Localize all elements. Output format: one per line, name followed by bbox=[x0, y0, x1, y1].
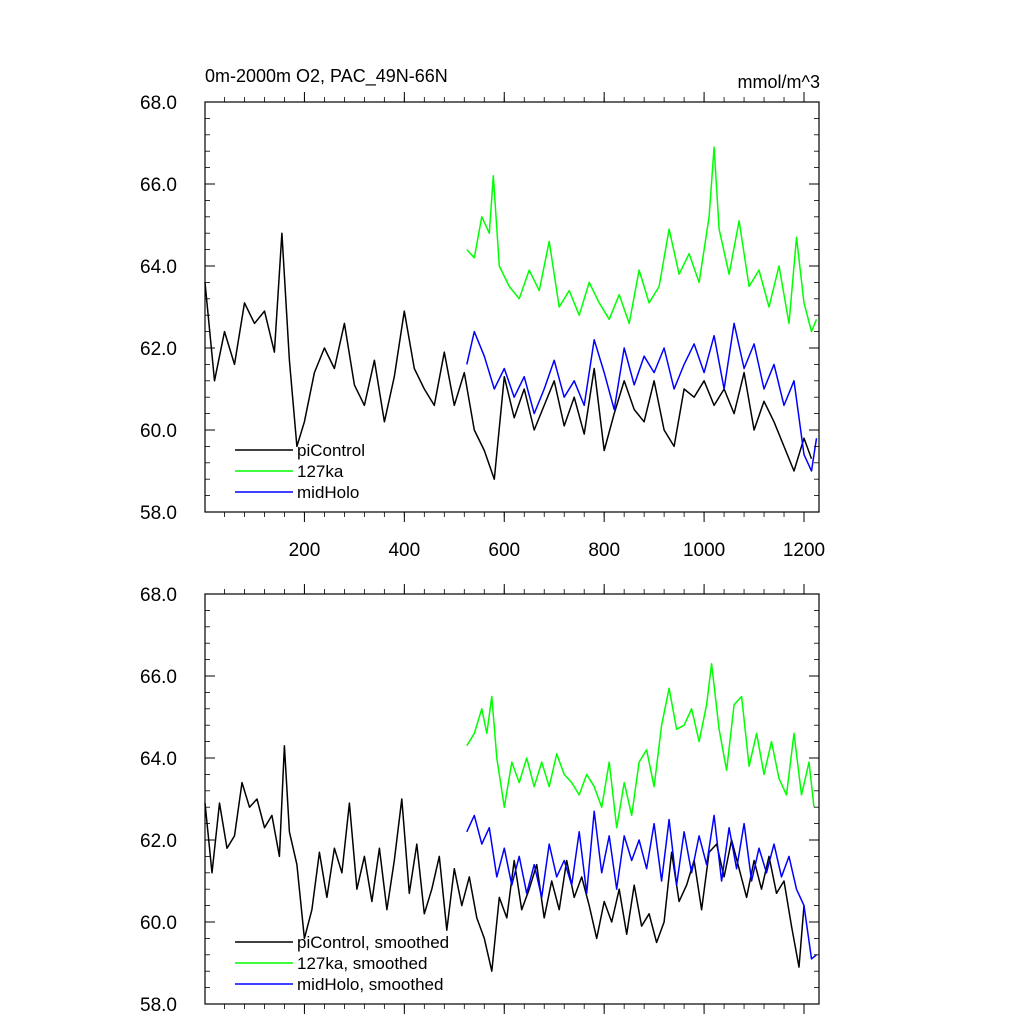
axes: 58.0 60.0 62.0 64.0 66.0 68.0 bbox=[140, 584, 819, 1016]
x-tick-label: 200 bbox=[289, 540, 321, 561]
legend-label: piControl, smoothed bbox=[297, 933, 449, 952]
series-line bbox=[466, 810, 817, 960]
axes: 58.0 60.0 62.0 64.0 66.0 68.0 200 400 600 800 1000… bbox=[140, 92, 825, 561]
series-lines bbox=[204, 146, 818, 480]
x-tick-label: 1200 bbox=[783, 540, 825, 561]
series-lines bbox=[204, 662, 817, 972]
legend-label: 127ka bbox=[297, 462, 344, 481]
units-label: mmol/m^3 bbox=[738, 72, 820, 92]
chart-title: 0m-2000m O2, PAC_49N-66N bbox=[205, 66, 448, 87]
legend-label: midHolo bbox=[297, 483, 359, 502]
x-tick-label: 1000 bbox=[683, 540, 725, 561]
y-tick-label: 58.0 bbox=[140, 503, 177, 524]
y-tick-label: 62.0 bbox=[140, 339, 177, 360]
plot-frame bbox=[204, 101, 820, 513]
y-tick-label: 60.0 bbox=[140, 913, 177, 934]
y-tick-label: 66.0 bbox=[140, 667, 177, 688]
y-tick-label: 64.0 bbox=[140, 749, 177, 770]
y-tick-label: 60.0 bbox=[140, 421, 177, 442]
legend-label: piControl bbox=[297, 441, 365, 460]
legend-label: 127ka, smoothed bbox=[297, 954, 427, 973]
series-line bbox=[204, 744, 805, 972]
x-tick-label: 800 bbox=[588, 540, 620, 561]
y-tick-label: 64.0 bbox=[140, 257, 177, 278]
y-tick-label: 68.0 bbox=[140, 585, 177, 606]
series-line bbox=[466, 322, 818, 472]
y-tick-label: 66.0 bbox=[140, 175, 177, 196]
bottom-panel: 58.0 60.0 62.0 64.0 66.0 68.0 piControl, smoo… bbox=[140, 584, 820, 1016]
plot-frame bbox=[204, 593, 820, 1005]
x-tick-label: 400 bbox=[388, 540, 420, 561]
y-tick-label: 68.0 bbox=[140, 93, 177, 114]
legend-label: midHolo, smoothed bbox=[297, 975, 443, 994]
top-panel: 0m-2000m O2, PAC_49N-66N mmol/m^3 58.0 60… bbox=[140, 66, 825, 561]
series-line bbox=[204, 232, 813, 480]
y-tick-label: 58.0 bbox=[140, 995, 177, 1016]
series-line bbox=[466, 146, 818, 333]
series-line bbox=[466, 662, 815, 829]
legend: piControl 127ka midHolo bbox=[235, 441, 365, 502]
legend: piControl, smoothed 127ka, smoothed midHol… bbox=[235, 933, 449, 994]
y-tick-label: 62.0 bbox=[140, 831, 177, 852]
x-tick-label: 600 bbox=[488, 540, 520, 561]
